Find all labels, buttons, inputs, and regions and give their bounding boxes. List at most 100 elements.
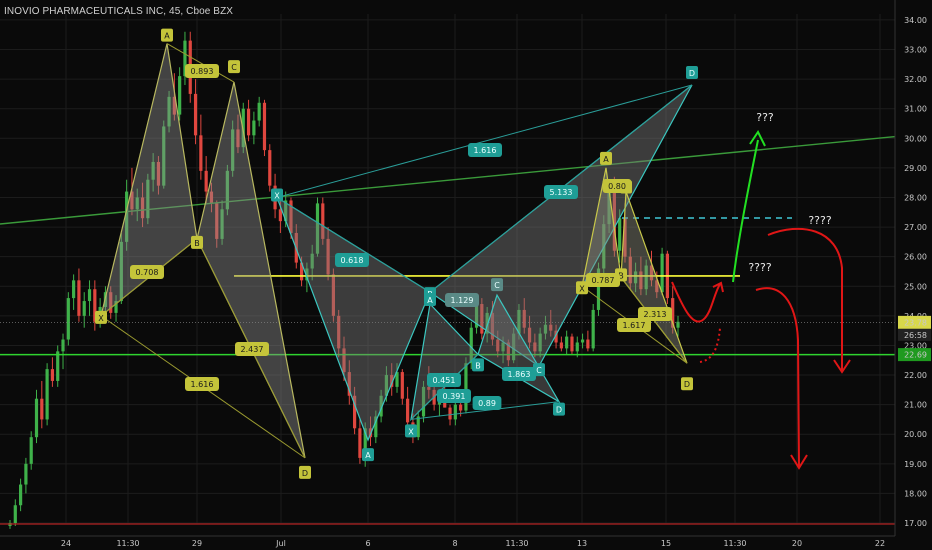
candle-body (649, 265, 654, 281)
price-tick-label: 29.00 (904, 164, 927, 173)
time-tick-label: Jul (275, 539, 286, 548)
candle-body (559, 342, 563, 349)
candle-body (628, 256, 632, 284)
candle-body (363, 428, 367, 458)
pattern1-point-c: C (231, 63, 237, 72)
candle-body (612, 188, 616, 251)
pattern3-point-c: C (494, 281, 500, 290)
pattern1-point-b-box (191, 235, 203, 249)
candle-body (13, 505, 17, 523)
ratio-label-2313-box (638, 307, 672, 321)
support-price-tag-box (898, 348, 931, 362)
candle-body (331, 274, 335, 316)
pattern2-point-a-box (362, 448, 374, 462)
ratio-label-0893: 0.893 (191, 67, 214, 76)
candle-body (490, 312, 495, 340)
ratio-label-2437: 2.437 (241, 345, 264, 354)
candle-body (453, 404, 457, 420)
ratio-label-0451: 0.451 (433, 376, 456, 385)
candle-body (384, 375, 389, 396)
ratio-label-0893-box (185, 64, 219, 78)
candle-body (655, 280, 659, 293)
pattern1-point-d-box (299, 465, 311, 479)
green-arrow-up (732, 139, 759, 283)
ratio-label-1617: 1.617 (623, 321, 646, 330)
ratio-label-1616-teal: 1.616 (474, 146, 497, 155)
time-tick-label: 15 (661, 539, 671, 548)
ratio-label-080-box (602, 179, 632, 193)
pattern4-point-b: B (618, 271, 624, 280)
ratio-label-1129: 1.129 (451, 296, 474, 305)
candle-body (400, 372, 404, 399)
candle-body (326, 238, 330, 275)
time-tick-label: 20 (792, 539, 802, 548)
candle-body (315, 203, 320, 254)
pattern2-point-x: X (274, 191, 280, 200)
time-axis[interactable]: 24 11:30 29 Jul 6 8 11:30 13 15 11:30 20 22 (0, 535, 895, 548)
price-tick-label: 34.00 (904, 16, 927, 25)
pattern1-point-a: A (164, 32, 170, 41)
candle-body (162, 126, 166, 186)
red-arrow-up-curve (671, 281, 721, 323)
candle-body (140, 197, 145, 219)
candle-body (119, 241, 123, 302)
pattern3-xd-line (410, 401, 560, 420)
candle-body (40, 398, 44, 420)
candle-body (474, 304, 479, 328)
ratio-label-0391-box (437, 389, 471, 403)
ratio-label-0618: 0.618 (341, 256, 364, 265)
ratio-label-2313: 2.313 (644, 310, 667, 319)
candle-body (644, 265, 648, 290)
pattern3-point-a: A (427, 296, 433, 305)
candle-body (204, 170, 208, 192)
candle-body (623, 218, 627, 257)
pattern2-point-a: A (365, 451, 371, 460)
ratio-label-2437-box (235, 342, 269, 356)
pattern2-point-c: C (536, 366, 542, 375)
candle-body (220, 209, 224, 239)
ratio-label-1863-box (502, 367, 536, 381)
candle-body (278, 209, 282, 222)
price-tick-label: 27.00 (904, 223, 927, 232)
annotation-question-mid: ???? (808, 214, 832, 227)
candle-body (109, 292, 113, 313)
price-axis-background (895, 0, 932, 550)
candle-body (575, 342, 579, 352)
ratio-label-5133: 5.133 (550, 188, 573, 197)
price-axis[interactable]: 34.00 33.00 32.00 31.00 30.00 29.00 28.00 27.00… (894, 0, 932, 550)
ratio-label-5133-box (544, 185, 578, 199)
pattern2-point-d-box (686, 66, 698, 80)
pattern4-point-d: D (684, 380, 690, 389)
time-tick-label: 8 (452, 539, 457, 548)
candle-body (72, 280, 76, 299)
last-price-tag: 23.78 (904, 318, 927, 327)
candle-body (252, 120, 256, 136)
pattern2-xd-line (276, 84, 693, 198)
pattern2-point-d: D (689, 69, 695, 78)
projection-arrows: ??????????? (671, 111, 851, 470)
ratio-label-0618-box (335, 253, 369, 267)
ratio-label-0787: 0.787 (592, 276, 615, 285)
countdown-tag: 26:58 (904, 331, 927, 340)
candle-body (469, 327, 473, 364)
green-trend-line (0, 132, 932, 225)
red-arrow-down (755, 287, 800, 467)
ratio-label-0708-box (130, 265, 164, 279)
pattern1-ac-line (166, 43, 235, 83)
candle-body (633, 271, 638, 284)
candle-body (543, 324, 548, 334)
candle-body (246, 108, 251, 136)
candle-body (406, 398, 410, 423)
price-tick-label: 32.00 (904, 75, 927, 84)
pattern3-point-a-box (424, 293, 436, 307)
pattern3-point-d: D (556, 406, 562, 415)
candle-body (93, 289, 97, 322)
candle-body (262, 102, 267, 151)
green-arrow-head (749, 130, 766, 147)
candle-body (671, 298, 675, 328)
candle-body (342, 348, 346, 373)
ratio-label-1616-teal-box (468, 143, 502, 157)
candle-body (199, 135, 203, 171)
candle-body (459, 404, 463, 411)
